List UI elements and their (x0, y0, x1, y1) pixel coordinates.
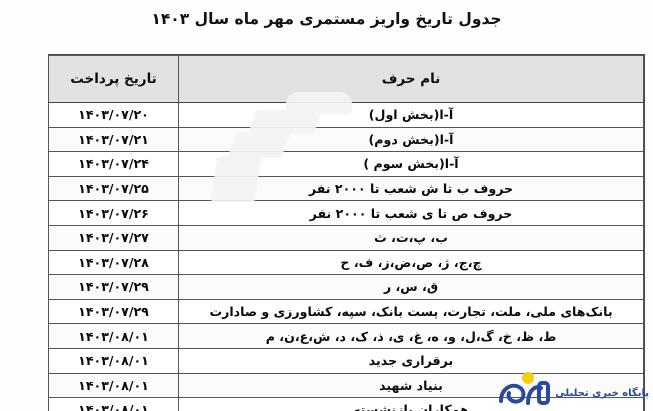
table-header: نام حرف تاریخ پرداخت (48, 55, 644, 103)
table-row: ب، پ،ت، ث ۱۴۰۳/۰۷/۲۷ (48, 224, 644, 251)
table-row: آ-ا(بخش اول) ۱۴۰۳/۰۷/۲۰ (48, 102, 644, 128)
table-row: بنیاد شهید ۱۴۰۳/۰۸/۰۱ (48, 372, 644, 399)
cell-payment-date: ۱۴۰۳/۰۷/۲۸ (48, 249, 179, 276)
cell-payment-date: ۱۴۰۳/۰۸/۰۱ (48, 323, 179, 349)
table-row: بانک‌های ملی، ملت، تجارت، پست بانک، سپه،… (48, 298, 644, 325)
cell-letter-name: برقراری جدید (178, 347, 644, 374)
page-title: جدول تاریخ واریز مستمری مهر ماه سال ۱۴۰۳ (0, 6, 653, 32)
table-row: چ،ج، ژ، ص،ض،ز، ف، ح ۱۴۰۳/۰۷/۲۸ (48, 249, 644, 276)
cell-letter-name: آ-ا(بخش اول) (178, 102, 644, 128)
cell-payment-date: ۱۴۰۳/۰۷/۲۹ (48, 274, 179, 300)
table-row: همکاران بازنشسته ۱۴۰۳/۰۸/۰۱ (48, 397, 644, 411)
table-body: آ-ا(بخش اول) ۱۴۰۳/۰۷/۲۰ آ-ا(بخش دوم) ۱۴۰۳/۰… (48, 102, 644, 411)
table-row: آ-ا(بخش دوم) ۱۴۰۳/۰۷/۲۱ (48, 126, 644, 153)
cell-payment-date: ۱۴۰۳/۰۸/۰۱ (48, 397, 179, 411)
cell-payment-date: ۱۴۰۳/۰۷/۲۶ (48, 200, 179, 226)
cell-letter-name: حروف ب تا ش شعب تا ۲۰۰۰ نفر (178, 175, 644, 202)
cell-letter-name: همکاران بازنشسته (178, 397, 644, 411)
table-row: آ-ا(بخش سوم ) ۱۴۰۳/۰۷/۲۴ (48, 151, 644, 177)
cell-payment-date: ۱۴۰۳/۰۷/۲۱ (48, 126, 179, 153)
cell-payment-date: ۱۴۰۳/۰۷/۲۹ (48, 298, 179, 325)
table-row: ط، ظ، خ، گ،ل، و، ه، غ، ی، ذ، ک، د، ش،ع،ن… (48, 323, 644, 349)
cell-payment-date: ۱۴۰۳/۰۷/۲۴ (48, 151, 179, 177)
cell-payment-date: ۱۴۰۳/۰۷/۲۵ (48, 175, 179, 202)
table-row: ق، س، ر ۱۴۰۳/۰۷/۲۹ (48, 274, 644, 300)
table-row: برقراری جدید ۱۴۰۳/۰۸/۰۱ (48, 347, 644, 374)
page-title-text: جدول تاریخ واریز مستمری مهر ماه سال ۱۴۰۳ (151, 10, 502, 28)
cell-payment-date: ۱۴۰۳/۰۷/۲۷ (48, 224, 179, 251)
cell-letter-name: بانک‌های ملی، ملت، تجارت، پست بانک، سپه،… (178, 298, 644, 325)
cell-letter-name: ب، پ،ت، ث (178, 224, 644, 251)
cell-payment-date: ۱۴۰۳/۰۸/۰۱ (48, 347, 179, 374)
cell-letter-name: ط، ظ، خ، گ،ل، و، ه، غ، ی، ذ، ک، د، ش،ع،ن… (178, 323, 644, 349)
cell-letter-name: آ-ا(بخش دوم) (178, 126, 644, 153)
column-header-payment-date: تاریخ پرداخت (48, 55, 179, 103)
cell-letter-name: آ-ا(بخش سوم ) (178, 151, 644, 177)
payment-schedule-table: نام حرف تاریخ پرداخت آ-ا(بخش اول) ۱۴۰۳/۰۷… (48, 54, 645, 411)
table-header-row: نام حرف تاریخ پرداخت (48, 55, 644, 103)
cell-payment-date: ۱۴۰۳/۰۷/۲۰ (48, 102, 179, 128)
payment-table: نام حرف تاریخ پرداخت آ-ا(بخش اول) ۱۴۰۳/۰۷… (48, 55, 644, 411)
cell-letter-name: حروف ص تا ی شعب تا ۲۰۰۰ نفر (178, 200, 644, 226)
table-row: حروف ص تا ی شعب تا ۲۰۰۰ نفر ۱۴۰۳/۰۷/۲۶ (48, 200, 644, 226)
cell-payment-date: ۱۴۰۳/۰۸/۰۱ (48, 372, 179, 399)
table-row: حروف ب تا ش شعب تا ۲۰۰۰ نفر ۱۴۰۳/۰۷/۲۵ (48, 175, 644, 202)
cell-letter-name: چ،ج، ژ، ص،ض،ز، ف، ح (178, 249, 644, 276)
cell-letter-name: ق، س، ر (178, 274, 644, 300)
column-header-letter-name: نام حرف (178, 55, 644, 103)
cell-letter-name: بنیاد شهید (178, 372, 644, 399)
